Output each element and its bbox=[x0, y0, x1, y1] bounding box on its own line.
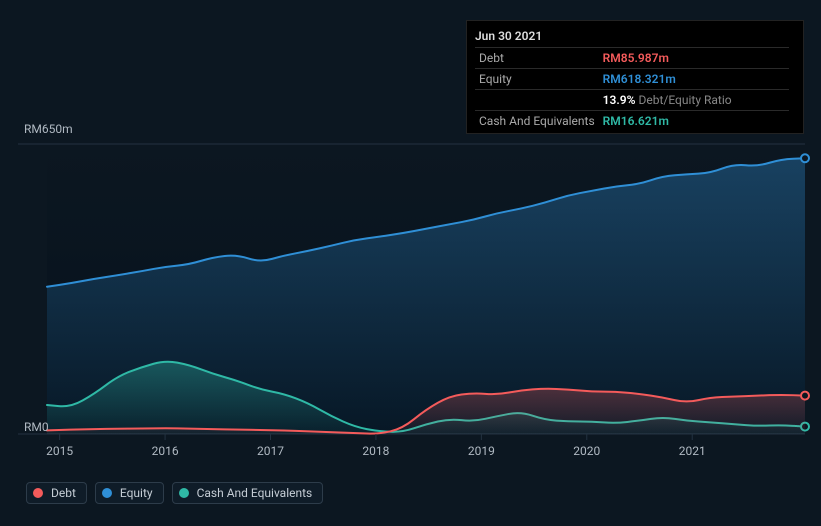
legend-item-cash-and-equivalents[interactable]: Cash And Equivalents bbox=[172, 482, 324, 504]
tooltip-value-suffix: Debt/Equity Ratio bbox=[636, 93, 732, 107]
y-axis-min-label: RM0 bbox=[24, 420, 49, 434]
tooltip-row: Equity RM618.321m bbox=[475, 69, 789, 90]
x-axis-year-label: 2015 bbox=[46, 444, 73, 458]
tooltip-row-value: RM618.321m bbox=[599, 69, 789, 90]
tooltip-table: Debt RM85.987m Equity RM618.321m 13.9% Debt/… bbox=[475, 47, 789, 131]
tooltip-value-text: RM16.621m bbox=[603, 114, 669, 128]
tooltip-row-value: 13.9% Debt/Equity Ratio bbox=[599, 90, 789, 111]
legend-item-equity[interactable]: Equity bbox=[95, 482, 164, 504]
legend-swatch bbox=[102, 488, 112, 498]
legend: Debt Equity Cash And Equivalents bbox=[26, 482, 323, 504]
y-axis-max-label: RM650m bbox=[24, 122, 73, 136]
tooltip-row: Cash And Equivalents RM16.621m bbox=[475, 111, 789, 132]
x-axis-year-label: 2021 bbox=[679, 444, 706, 458]
chart-container: Jun 30 2021 Debt RM85.987m Equity RM618.321… bbox=[0, 0, 821, 526]
legend-label: Cash And Equivalents bbox=[197, 486, 313, 500]
tooltip-row: 13.9% Debt/Equity Ratio bbox=[475, 90, 789, 111]
tooltip-row-label: Debt bbox=[475, 48, 599, 69]
legend-swatch bbox=[33, 488, 43, 498]
tooltip-panel: Jun 30 2021 Debt RM85.987m Equity RM618.321… bbox=[466, 20, 804, 134]
tooltip-value-text: RM618.321m bbox=[603, 72, 676, 86]
tooltip-row-value: RM85.987m bbox=[599, 48, 789, 69]
tooltip-value-text: 13.9% bbox=[603, 93, 636, 107]
x-axis-year-label: 2016 bbox=[152, 444, 179, 458]
tooltip-row-label: Cash And Equivalents bbox=[475, 111, 599, 132]
tooltip-row-label: Equity bbox=[475, 69, 599, 90]
tooltip-row-value: RM16.621m bbox=[599, 111, 789, 132]
tooltip-value-text: RM85.987m bbox=[603, 51, 669, 65]
x-axis-year-label: 2017 bbox=[257, 444, 284, 458]
legend-item-debt[interactable]: Debt bbox=[26, 482, 87, 504]
legend-label: Equity bbox=[120, 486, 153, 500]
x-axis-year-label: 2019 bbox=[468, 444, 495, 458]
legend-swatch bbox=[179, 488, 189, 498]
tooltip-date: Jun 30 2021 bbox=[475, 29, 789, 43]
x-axis-year-label: 2018 bbox=[362, 444, 389, 458]
tooltip-row: Debt RM85.987m bbox=[475, 48, 789, 69]
tooltip-row-label bbox=[475, 90, 599, 111]
x-axis-year-label: 2020 bbox=[573, 444, 600, 458]
legend-label: Debt bbox=[51, 486, 76, 500]
